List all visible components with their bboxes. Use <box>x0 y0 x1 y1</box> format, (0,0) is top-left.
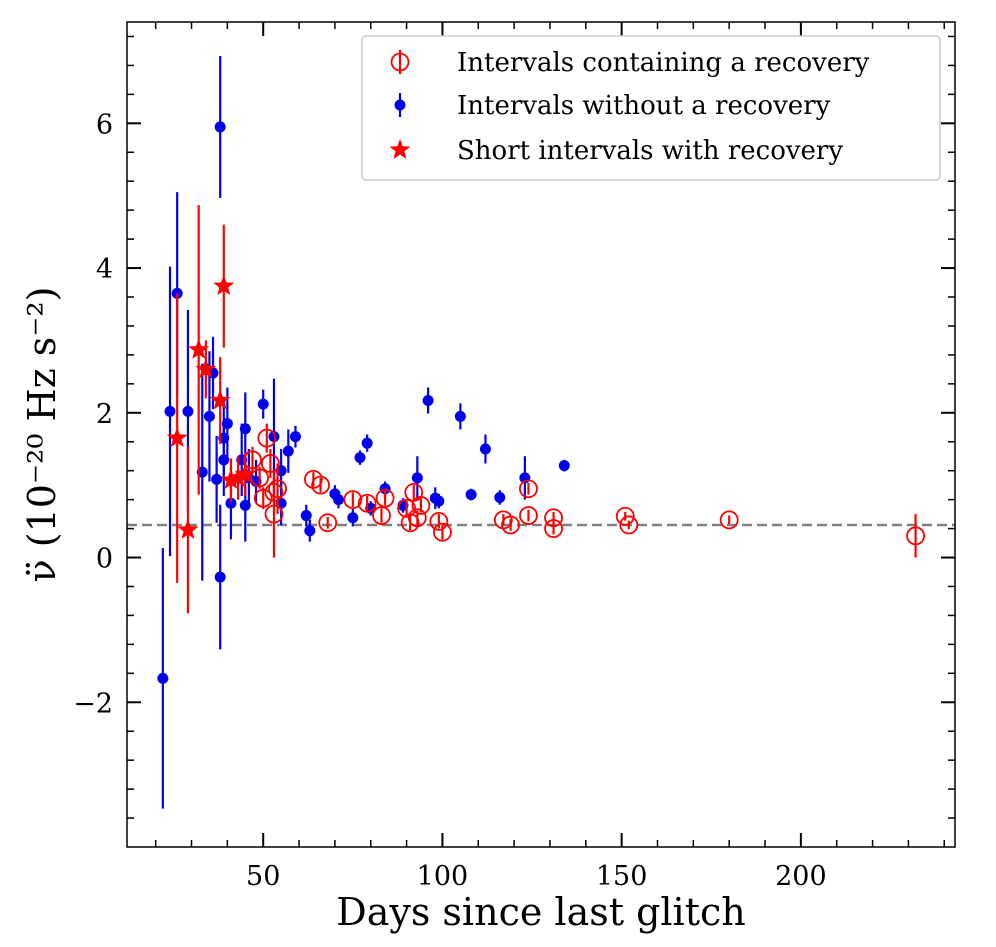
data-point <box>239 423 251 435</box>
data-point <box>361 437 373 449</box>
y-tick-label: −2 <box>73 688 113 719</box>
y-tick-label: 6 <box>96 109 113 140</box>
data-point <box>318 513 338 533</box>
data-marks <box>157 56 925 809</box>
data-point <box>501 515 520 535</box>
series-0 <box>243 423 925 558</box>
x-tick-label: 50 <box>246 861 280 892</box>
data-point <box>479 443 491 455</box>
data-point <box>243 450 262 470</box>
legend-symbol-no-recovery <box>394 93 406 117</box>
data-point <box>268 431 280 443</box>
data-point <box>311 475 330 495</box>
series-2 <box>166 205 256 614</box>
legend: Intervals containing a recovery Interval… <box>361 35 941 181</box>
data-point <box>343 490 363 510</box>
data-point <box>347 512 359 524</box>
data-point <box>164 405 176 417</box>
data-point <box>433 495 445 507</box>
legend-symbol-short-recovery <box>389 139 411 159</box>
data-point <box>375 488 395 508</box>
data-point <box>411 496 431 515</box>
data-point <box>268 479 287 499</box>
data-point <box>454 410 466 422</box>
legend-entry-short-recovery: Short intervals with recovery <box>457 136 843 166</box>
data-point <box>300 510 312 522</box>
data-point <box>227 466 249 487</box>
axis-ticks: 50 100 150 200 −2 0 2 4 6 <box>73 22 955 892</box>
x-tick-label: 100 <box>417 861 469 892</box>
data-point <box>282 445 294 457</box>
x-tick-label: 150 <box>596 861 648 892</box>
legend-marker <box>390 52 410 72</box>
x-tick-label: 200 <box>775 861 827 892</box>
data-point <box>289 431 301 443</box>
legend-marker <box>389 139 411 159</box>
x-axis-label: Days since last glitch <box>336 890 745 934</box>
data-point <box>544 519 563 538</box>
legend-entry-no-recovery: Intervals without a recovery <box>457 91 831 121</box>
data-point <box>166 427 188 448</box>
data-point <box>429 511 449 531</box>
data-point <box>177 519 199 539</box>
data-point <box>558 460 570 472</box>
data-point <box>209 389 231 410</box>
data-point <box>433 522 452 542</box>
data-point <box>304 525 316 537</box>
data-point <box>906 526 925 546</box>
data-point <box>357 493 377 513</box>
data-point <box>214 121 226 133</box>
data-point <box>407 508 427 528</box>
data-point <box>519 506 538 525</box>
data-point <box>494 491 506 503</box>
data-point <box>203 410 215 422</box>
data-point <box>250 468 270 488</box>
data-point <box>264 504 284 524</box>
data-point <box>411 472 423 484</box>
data-point <box>260 454 280 473</box>
data-point <box>188 338 210 359</box>
data-point <box>220 469 242 489</box>
data-point <box>213 275 235 296</box>
data-point <box>214 571 226 583</box>
y-tick-label: 2 <box>96 399 113 430</box>
data-point <box>225 497 237 509</box>
legend-entry-recovery: Intervals containing a recovery <box>457 48 870 78</box>
legend-symbol-recovery <box>390 50 410 74</box>
data-point <box>211 473 223 485</box>
data-point <box>157 672 169 684</box>
data-point <box>332 494 344 506</box>
y-axis-label: ν̈ (10⁻²⁰ Hz s⁻²) <box>20 287 64 583</box>
data-point <box>719 510 739 530</box>
data-point <box>619 515 639 535</box>
plot-frame <box>126 21 956 848</box>
legend-marker <box>394 99 406 111</box>
y-tick-label: 0 <box>96 544 113 575</box>
data-point <box>221 418 233 430</box>
data-point <box>354 452 366 464</box>
data-point <box>465 489 477 501</box>
legend-box <box>361 35 941 181</box>
data-point <box>615 506 635 526</box>
data-point <box>234 463 256 484</box>
data-point <box>379 483 391 495</box>
data-point <box>519 479 538 499</box>
y-tick-label: 4 <box>96 254 113 285</box>
data-point <box>372 506 391 525</box>
data-point <box>253 488 273 508</box>
data-point <box>257 428 277 448</box>
data-point <box>397 498 416 518</box>
data-point <box>422 394 434 406</box>
data-point <box>195 358 217 379</box>
data-point <box>182 405 194 417</box>
data-point <box>257 398 269 410</box>
